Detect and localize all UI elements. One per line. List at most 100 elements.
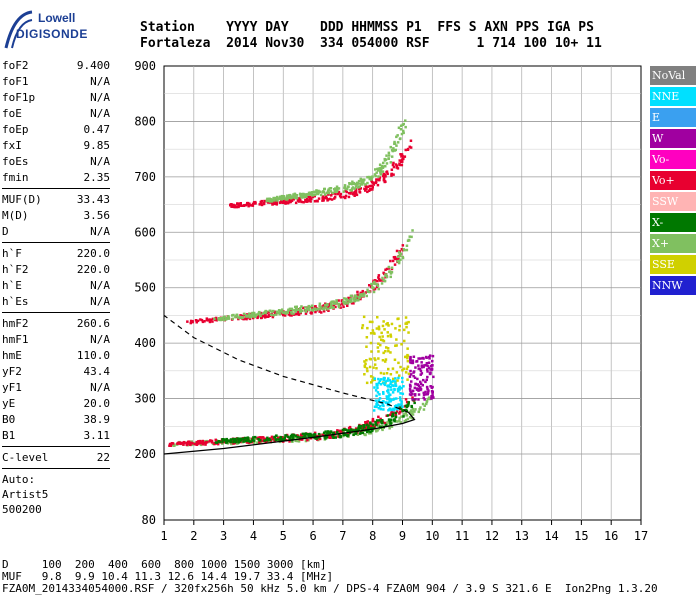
param-name: C-level — [2, 451, 49, 464]
x-tick-label: 6 — [309, 529, 316, 543]
param-name: foEs — [2, 155, 29, 168]
param-row: foF1 N/A — [2, 74, 110, 90]
param-name: h`F — [2, 247, 22, 260]
param-name: foF1 — [2, 75, 29, 88]
param-separator — [2, 188, 110, 189]
param-name: h`Es — [2, 295, 29, 308]
param-separator — [2, 446, 110, 447]
x-tick-label: 4 — [250, 529, 257, 543]
parameter-list: foF2 9.400 foF1 N/A foF1p N/A foE N/A foEp 0.47 fx… — [2, 58, 110, 517]
param-row: foF2 9.400 — [2, 58, 110, 74]
param-row: yE 20.0 — [2, 396, 110, 412]
param-row: B0 38.9 — [2, 412, 110, 428]
y-tick-label: 300 — [134, 392, 156, 406]
trace-7 — [361, 315, 411, 385]
x-tick-label: 11 — [455, 529, 469, 543]
y-tick-label: 400 — [134, 336, 156, 350]
logo-line2: DIGISONDE — [16, 27, 88, 41]
legend-item-sse: SSE — [650, 255, 696, 274]
param-row: MUF(D) 33.43 — [2, 192, 110, 208]
param-note: Artist5 — [2, 488, 49, 501]
x-tick-label: 10 — [425, 529, 439, 543]
param-name: hmF2 — [2, 317, 29, 330]
param-row: hmE 110.0 — [2, 348, 110, 364]
legend-item-xminus: X- — [650, 213, 696, 232]
param-value: 220.0 — [76, 247, 110, 260]
param-value: 22 — [96, 451, 110, 464]
trace-8 — [408, 354, 435, 401]
legend-item-nnw: NNW — [650, 276, 696, 295]
param-name: foEp — [2, 123, 29, 136]
x-tick-label: 13 — [515, 529, 529, 543]
param-value: N/A — [90, 295, 110, 308]
param-value: 9.85 — [83, 139, 111, 152]
x-tick-label: 1 — [160, 529, 167, 543]
param-value: 38.9 — [83, 413, 111, 426]
trace-4 — [213, 229, 414, 322]
y-tick-label: 900 — [134, 59, 156, 73]
param-row: foEp 0.47 — [2, 122, 110, 138]
param-name: foE — [2, 107, 22, 120]
param-value: 9.400 — [76, 59, 110, 72]
x-tick-label: 9 — [399, 529, 406, 543]
param-name: B1 — [2, 429, 16, 442]
x-tick-label: 14 — [544, 529, 558, 543]
x-tick-label: 3 — [220, 529, 227, 543]
param-value: N/A — [90, 107, 110, 120]
footer: D 100 200 400 600 800 1000 1500 3000 [km… — [2, 559, 658, 595]
param-name: yE — [2, 397, 16, 410]
param-value: 43.4 — [83, 365, 111, 378]
param-name: foF2 — [2, 59, 29, 72]
param-row: foF1p N/A — [2, 90, 110, 106]
param-row: fxI 9.85 — [2, 138, 110, 154]
param-value: 20.0 — [83, 397, 111, 410]
x-tick-label: 16 — [604, 529, 618, 543]
param-row: M(D) 3.56 — [2, 208, 110, 224]
legend-item-vominus: Vo- — [650, 150, 696, 169]
logo-line1: Lowell — [38, 11, 76, 25]
param-value: 3.11 — [83, 429, 111, 442]
profile-dashed-line — [163, 314, 409, 413]
param-value: 220.0 — [76, 263, 110, 276]
param-row: C-level 22 — [2, 450, 110, 466]
param-row: foE N/A — [2, 106, 110, 122]
x-tick-label: 2 — [190, 529, 197, 543]
x-tick-label: 17 — [634, 529, 648, 543]
param-value: N/A — [90, 91, 110, 104]
param-row: yF1 N/A — [2, 380, 110, 396]
param-value: N/A — [90, 155, 110, 168]
header-line1: Station YYYY DAY DDD HHMMSS P1 FFS S AXN… — [140, 20, 594, 35]
footer-line1: D 100 200 400 600 800 1000 1500 3000 [km… — [2, 558, 327, 571]
param-name: MUF(D) — [2, 193, 42, 206]
y-tick-label: 500 — [134, 281, 156, 295]
param-value: 260.6 — [76, 317, 110, 330]
param-value: 0.47 — [83, 123, 111, 136]
param-row: h`E N/A — [2, 278, 110, 294]
param-name: fmin — [2, 171, 29, 184]
param-value: N/A — [90, 333, 110, 346]
profile-solid-line — [163, 411, 416, 455]
param-name: yF1 — [2, 381, 22, 394]
param-name: M(D) — [2, 209, 29, 222]
param-name: fxI — [2, 139, 22, 152]
param-row: h`Es N/A — [2, 294, 110, 310]
y-tick-label: 80 — [142, 513, 156, 527]
param-note: Auto: — [2, 473, 36, 486]
param-row: D N/A — [2, 224, 110, 240]
y-tick-label: 600 — [134, 225, 156, 239]
trace-9 — [372, 376, 405, 412]
x-tick-label: 12 — [485, 529, 499, 543]
param-note: 500200 — [2, 503, 42, 516]
legend: NoVal NNE E W Vo- Vo+ SSW X- X+ SSE NNW — [650, 66, 696, 297]
y-tick-label: 700 — [134, 170, 156, 184]
param-name: h`E — [2, 279, 22, 292]
legend-item-nne: NNE — [650, 87, 696, 106]
param-row: B1 3.11 — [2, 428, 110, 444]
param-name: D — [2, 225, 9, 238]
param-value: N/A — [90, 225, 110, 238]
trace-6 — [265, 119, 407, 203]
param-row: hmF1 N/A — [2, 332, 110, 348]
param-value: N/A — [90, 279, 110, 292]
x-tick-label: 15 — [574, 529, 588, 543]
